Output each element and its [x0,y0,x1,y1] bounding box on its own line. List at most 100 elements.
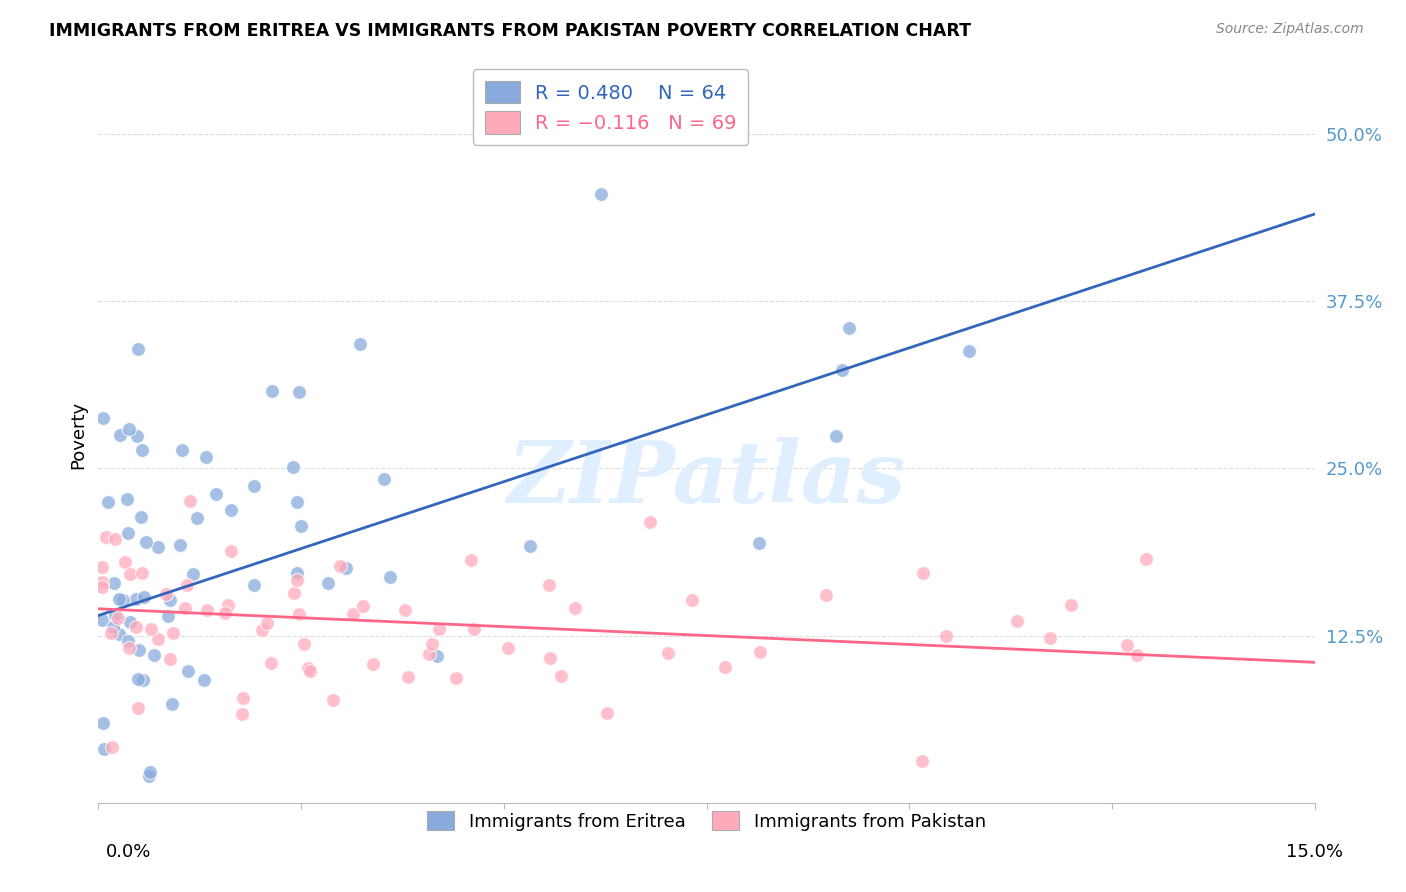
Point [232,691,254,706]
Point [159,592,181,607]
Point [657,646,679,660]
Point [170,442,193,457]
Point [129,509,152,524]
Point [564,600,586,615]
Point [231,707,253,722]
Point [260,656,283,670]
Point [352,599,374,613]
Text: Source: ZipAtlas.com: Source: ZipAtlas.com [1216,22,1364,37]
Point [496,641,519,656]
Point [427,622,450,636]
Point [100,625,122,640]
Point [283,585,305,599]
Point [124,620,146,634]
Point [298,664,321,678]
Point [132,673,155,688]
Point [243,578,266,592]
Point [912,566,935,580]
Point [142,648,165,662]
Point [179,494,201,508]
Point [1116,638,1139,652]
Point [748,645,770,659]
Point [591,187,613,202]
Point [195,603,218,617]
Point [638,515,661,529]
Legend: Immigrants from Eritrea, Immigrants from Pakistan: Immigrants from Eritrea, Immigrants from… [420,804,993,838]
Point [342,607,364,622]
Point [373,472,395,486]
Point [460,552,482,566]
Point [219,503,242,517]
Point [103,620,125,634]
Point [219,544,242,558]
Point [297,661,319,675]
Point [111,593,134,607]
Point [322,692,344,706]
Point [91,715,114,730]
Point [91,580,114,594]
Point [361,657,384,671]
Point [911,754,934,768]
Point [117,633,139,648]
Point [132,590,155,604]
Point [138,769,160,783]
Point [285,566,308,581]
Point [146,632,169,646]
Text: ZIPatlas: ZIPatlas [508,437,905,521]
Y-axis label: Poverty: Poverty [69,401,87,469]
Point [838,320,860,334]
Point [713,659,735,673]
Point [107,611,129,625]
Point [91,575,114,590]
Point [329,559,352,574]
Point [107,627,129,641]
Point [260,384,283,399]
Point [118,615,141,629]
Point [418,647,440,661]
Point [550,669,572,683]
Point [420,637,443,651]
Point [101,740,124,755]
Point [1126,648,1149,662]
Point [176,578,198,592]
Point [160,698,183,712]
Point [125,591,148,606]
Text: 15.0%: 15.0% [1285,843,1343,861]
Point [114,556,136,570]
Point [446,671,468,685]
Point [93,742,115,756]
Point [957,344,980,359]
Point [118,566,141,581]
Point [162,626,184,640]
Point [94,530,117,544]
Point [169,537,191,551]
Point [131,442,153,457]
Point [290,518,312,533]
Point [748,536,770,550]
Point [335,561,357,575]
Point [256,616,278,631]
Point [1005,615,1028,629]
Point [681,592,703,607]
Point [288,384,311,399]
Point [91,614,114,628]
Point [217,598,239,612]
Point [131,566,153,580]
Point [104,607,127,622]
Point [97,495,120,509]
Point [91,559,114,574]
Text: IMMIGRANTS FROM ERITREA VS IMMIGRANTS FROM PAKISTAN POVERTY CORRELATION CHART: IMMIGRANTS FROM ERITREA VS IMMIGRANTS FR… [49,22,972,40]
Point [205,487,228,501]
Point [115,492,138,507]
Point [139,622,162,636]
Text: 0.0%: 0.0% [105,843,150,861]
Point [146,541,169,555]
Point [117,422,139,436]
Point [426,649,449,664]
Point [396,670,419,684]
Point [288,607,311,621]
Point [825,429,848,443]
Point [155,587,177,601]
Point [537,578,560,592]
Point [110,427,132,442]
